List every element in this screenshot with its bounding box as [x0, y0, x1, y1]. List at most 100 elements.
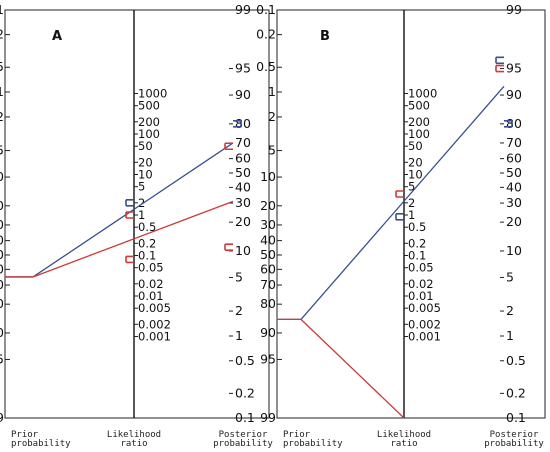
posterior-tick-label: 20	[235, 214, 251, 229]
posterior-tick-label: 90	[506, 87, 522, 102]
prior-tick-label: 60	[260, 261, 276, 276]
posterior-tick-label: 90	[235, 87, 251, 102]
prior-tick-label: 70	[260, 277, 276, 292]
posterior-tick-label: 5	[506, 269, 514, 284]
posterior-tick-label: 60	[235, 151, 251, 166]
prior-tick-label: 50	[260, 247, 276, 262]
confidence-bracket	[233, 120, 242, 128]
likelihood-ratio-caption: ratio	[390, 439, 417, 449]
prior-tick-label: 70	[0, 277, 4, 292]
prior-tick-label: 0.5	[256, 59, 276, 74]
likelihood-ratio-caption: ratio	[120, 439, 147, 449]
posterior-tick-label: 50	[235, 165, 251, 180]
posterior-tick-label: 0.2	[235, 385, 255, 400]
lr-tick-label: 0.01	[408, 289, 434, 303]
nomogram-line	[300, 318, 405, 419]
lr-tick-label: 0.1	[408, 249, 426, 263]
panel-frame	[4, 9, 270, 419]
prior-tick-label: 20	[0, 198, 4, 213]
lr-tick-label: 500	[408, 99, 430, 113]
confidence-bracket	[395, 190, 404, 198]
nomogram-line	[32, 142, 234, 278]
lr-tick-label: 200	[138, 115, 160, 129]
posterior-tick-label: 95	[506, 61, 522, 76]
posterior-tick-label: 99	[506, 2, 522, 17]
lr-tick-label: 0.005	[408, 301, 441, 315]
lr-tick-label: 0.001	[408, 330, 441, 344]
prior-tick-label: 5	[0, 143, 4, 158]
posterior-tick-label: 80	[506, 116, 522, 131]
posterior-tick-label: 2	[506, 303, 514, 318]
posterior-probability-caption: probability	[484, 439, 544, 449]
prior-tick-label: 90	[260, 325, 276, 340]
confidence-bracket	[504, 120, 513, 128]
posterior-tick-label: 99	[235, 2, 251, 17]
prior-tick-label: 80	[0, 296, 4, 311]
likelihood-ratio-caption: Likelihood	[377, 430, 431, 440]
panel-B: B0.10.20.5125102030405060708090959999959…	[256, 2, 546, 449]
prior-tick-label: 20	[260, 198, 276, 213]
confidence-bracket	[224, 142, 233, 151]
lr-tick-label: 10	[408, 168, 423, 182]
panel-letter: A	[52, 29, 62, 44]
lr-tick-label: 0.005	[138, 301, 171, 315]
posterior-tick-label: 50	[506, 165, 522, 180]
likelihood-ratio-caption: Likelihood	[107, 430, 161, 440]
prior-tick-label: 0.2	[256, 27, 276, 42]
lr-tick-label: 5	[408, 180, 415, 194]
lr-tick-label: 2	[138, 196, 145, 210]
lr-tick-label: 0.5	[138, 220, 156, 234]
posterior-tick-label: 95	[235, 61, 251, 76]
prior-tick-label: 90	[0, 325, 4, 340]
prior-tick-label: 80	[260, 296, 276, 311]
prior-tick-label: 2	[268, 109, 276, 124]
lr-tick-label: 500	[138, 99, 160, 113]
prior-tick-label: 2	[0, 109, 4, 124]
prior-tick-label: 1	[0, 84, 4, 99]
lr-tick-label: 0.01	[138, 289, 164, 303]
prior-tick-label: 0.5	[0, 59, 4, 74]
lr-tick-label: 0.002	[138, 317, 171, 331]
lr-tick-label: 10	[138, 168, 153, 182]
posterior-tick-label: 20	[506, 214, 522, 229]
lr-tick-label: 0.05	[408, 261, 434, 275]
lr-tick-label: 1	[408, 208, 415, 222]
prior-tick-label: 10	[260, 169, 276, 184]
posterior-tick-label: 30	[506, 195, 522, 210]
lr-tick-label: 200	[408, 115, 430, 129]
posterior-probability-caption: Posterior	[490, 430, 539, 440]
lr-tick-label: 50	[408, 139, 423, 153]
prior-tick-label: 10	[0, 169, 4, 184]
posterior-tick-label: 2	[235, 303, 243, 318]
confidence-bracket	[395, 213, 404, 221]
lr-tick-label: 1000	[138, 87, 167, 101]
prior-tick-label: 95	[0, 351, 4, 366]
prior-tick-label: 40	[0, 233, 4, 248]
panel-A: A0.10.20.5125102030405060708090959999959…	[0, 2, 273, 449]
lr-tick-label: 50	[138, 139, 153, 153]
nomogram-line	[32, 200, 234, 278]
prior-probability-caption: probability	[11, 439, 71, 449]
confidence-bracket	[224, 243, 233, 251]
lr-tick-label: 5	[138, 180, 145, 194]
prior-probability-caption: probability	[283, 439, 343, 449]
lr-tick-label: 1	[138, 208, 145, 222]
posterior-tick-label: 0.2	[506, 385, 526, 400]
posterior-tick-label: 0.5	[235, 353, 255, 368]
lr-tick-label: 0.1	[138, 249, 156, 263]
posterior-tick-label: 70	[506, 135, 522, 150]
panel-frame	[276, 9, 546, 419]
confidence-bracket	[495, 56, 504, 65]
posterior-tick-label: 1	[506, 328, 514, 343]
posterior-tick-label: 0.1	[506, 410, 526, 425]
prior-tick-label: 95	[260, 351, 276, 366]
prior-tick-label: 40	[260, 233, 276, 248]
lr-tick-label: 1000	[408, 87, 437, 101]
posterior-tick-label: 0.1	[235, 410, 255, 425]
lr-tick-label: 20	[138, 155, 153, 169]
prior-probability-caption: Prior	[283, 430, 311, 440]
posterior-tick-label: 40	[235, 179, 251, 194]
lr-tick-label: 0.2	[408, 236, 426, 250]
prior-tick-label: 50	[0, 247, 4, 262]
